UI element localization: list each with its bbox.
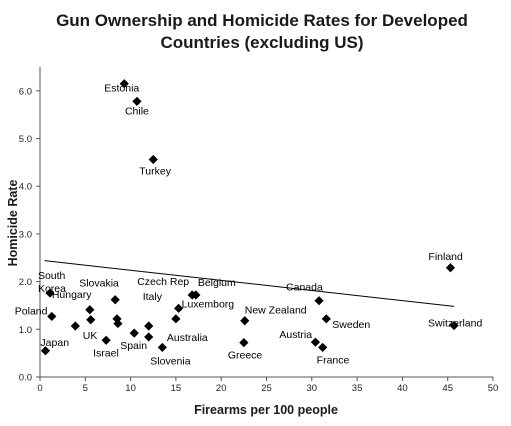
data-point-marker: [318, 342, 328, 353]
x-tick-label: 45: [442, 383, 453, 394]
point-label: New Zealand: [245, 305, 307, 317]
point-label: Hungary: [52, 289, 92, 301]
data-point-marker: [171, 314, 181, 324]
data-point-marker: [85, 305, 95, 315]
y-axis-title: Homicide Rate: [6, 180, 20, 267]
trend-line: [44, 260, 455, 307]
data-point-marker: [110, 295, 120, 305]
point-label: Slovenia: [150, 355, 190, 367]
y-tick-label: 0.0: [19, 373, 32, 384]
data-point-marker: [445, 263, 456, 273]
data-point-marker: [310, 337, 321, 347]
data-point-marker: [321, 314, 331, 324]
point-label: Sweden: [332, 319, 370, 331]
point-label: Austria: [279, 329, 312, 341]
data-point-marker: [113, 318, 123, 329]
data-point-marker: [148, 154, 158, 165]
point-label: France: [317, 354, 350, 366]
point-label: Spain: [120, 340, 147, 352]
x-tick-label: 5: [83, 383, 88, 394]
y-tick-label: 3.0: [19, 229, 32, 240]
point-label: Greece: [228, 350, 263, 362]
x-tick-label: 40: [397, 383, 408, 394]
data-point-marker: [40, 346, 51, 356]
point-labels: Estonia Chile Turkey South Korea Finland Czech…: [15, 83, 483, 368]
data-point-marker: [239, 338, 249, 348]
y-tick-label: 1.0: [19, 325, 32, 336]
point-label: Israel: [93, 347, 119, 359]
x-tick-label: 10: [125, 383, 136, 394]
point-label: Australia: [167, 332, 208, 344]
point-label: Finland: [428, 251, 463, 263]
data-point-marker: [314, 296, 324, 306]
data-point-marker: [86, 315, 96, 325]
point-label: Slovakia: [79, 278, 119, 290]
point-label: Canada: [286, 282, 323, 294]
y-tick-label: 2.0: [19, 277, 32, 288]
y-axis-ticks: 0.0 1.0 2.0 3.0 4.0 5.0 6.0: [19, 86, 40, 384]
chart-title-line-1: Gun Ownership and Homicide Rates for Dev…: [56, 11, 468, 30]
data-point-marker: [144, 321, 154, 331]
point-label: Switzerland: [428, 317, 482, 329]
point-label: Italy: [143, 291, 163, 303]
point-label: Estonia: [104, 83, 139, 95]
x-tick-label: 0: [37, 383, 42, 394]
data-point-marker: [240, 316, 250, 326]
point-label: Belgium: [198, 277, 236, 289]
data-point-marker: [45, 288, 55, 298]
x-axis-title: Firearms per 100 people: [194, 403, 338, 417]
point-label: Turkey: [139, 166, 171, 178]
point-label: Chile: [125, 105, 149, 117]
data-point-marker: [191, 290, 201, 300]
point-label: Poland: [15, 305, 48, 317]
x-tick-label: 25: [261, 383, 272, 394]
data-point-marker: [132, 96, 142, 106]
x-tick-label: 35: [352, 383, 363, 394]
point-label: UK: [83, 330, 98, 342]
y-tick-label: 5.0: [19, 134, 32, 145]
data-point-marker: [129, 328, 139, 338]
y-tick-label: 4.0: [19, 182, 32, 193]
point-label: South Korea: [38, 270, 66, 295]
x-tick-label: 30: [307, 383, 318, 394]
data-point-marker: [101, 335, 111, 345]
x-tick-label: 50: [488, 383, 499, 394]
data-point-marker: [70, 321, 80, 331]
data-point-marker: [157, 342, 167, 353]
x-tick-label: 15: [171, 383, 182, 394]
point-label: Czech Rep: [137, 276, 189, 288]
data-point-marker: [144, 332, 154, 342]
x-tick-label: 20: [216, 383, 227, 394]
chart-title-line-2: Countries (excluding US): [160, 33, 363, 52]
x-axis-ticks: 0 5 10 15 20 25 30 35 40 45 50: [37, 377, 498, 394]
point-label: Japan: [40, 337, 69, 349]
data-points: [40, 79, 459, 356]
y-tick-label: 6.0: [19, 86, 32, 97]
data-point-marker: [119, 79, 129, 89]
data-point-marker: [449, 320, 459, 331]
point-label: Luxemborg: [182, 298, 235, 310]
data-point-marker: [47, 311, 57, 322]
data-point-marker: [174, 303, 184, 313]
